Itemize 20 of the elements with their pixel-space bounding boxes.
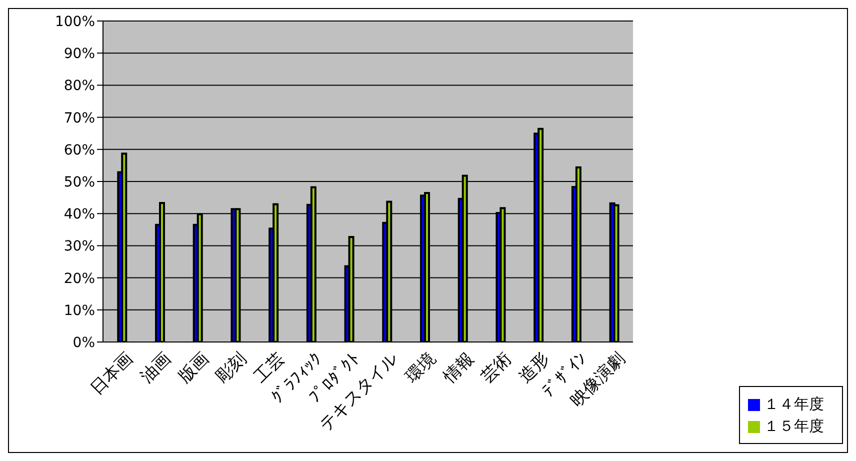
legend-label: １５年度: [764, 417, 824, 435]
x-tick-label: 彫刻: [212, 349, 251, 388]
legend-label: １４年度: [764, 395, 824, 413]
y-tick-label: 90%: [64, 46, 95, 62]
y-tick-label: 30%: [64, 238, 95, 255]
x-tick-label: 芸術: [478, 349, 516, 388]
y-tick-label: 80%: [64, 78, 95, 94]
y-tick-label: 10%: [64, 302, 95, 319]
y-tick-label: 70%: [64, 110, 95, 126]
x-tick-label: 情報: [438, 349, 478, 388]
y-tick-label: 40%: [64, 206, 95, 223]
x-tick-label: 油画: [136, 349, 175, 388]
x-tick-label: 版画: [174, 349, 213, 388]
y-tick-label: 0%: [72, 334, 95, 351]
x-tick-label: 日本画: [86, 349, 138, 400]
y-tick-label: 20%: [64, 270, 95, 287]
y-tick-label: 60%: [64, 142, 95, 158]
x-tick-label: 環境: [402, 349, 440, 388]
y-tick-label: 50%: [64, 174, 95, 190]
y-tick-label: 100%: [54, 14, 95, 30]
